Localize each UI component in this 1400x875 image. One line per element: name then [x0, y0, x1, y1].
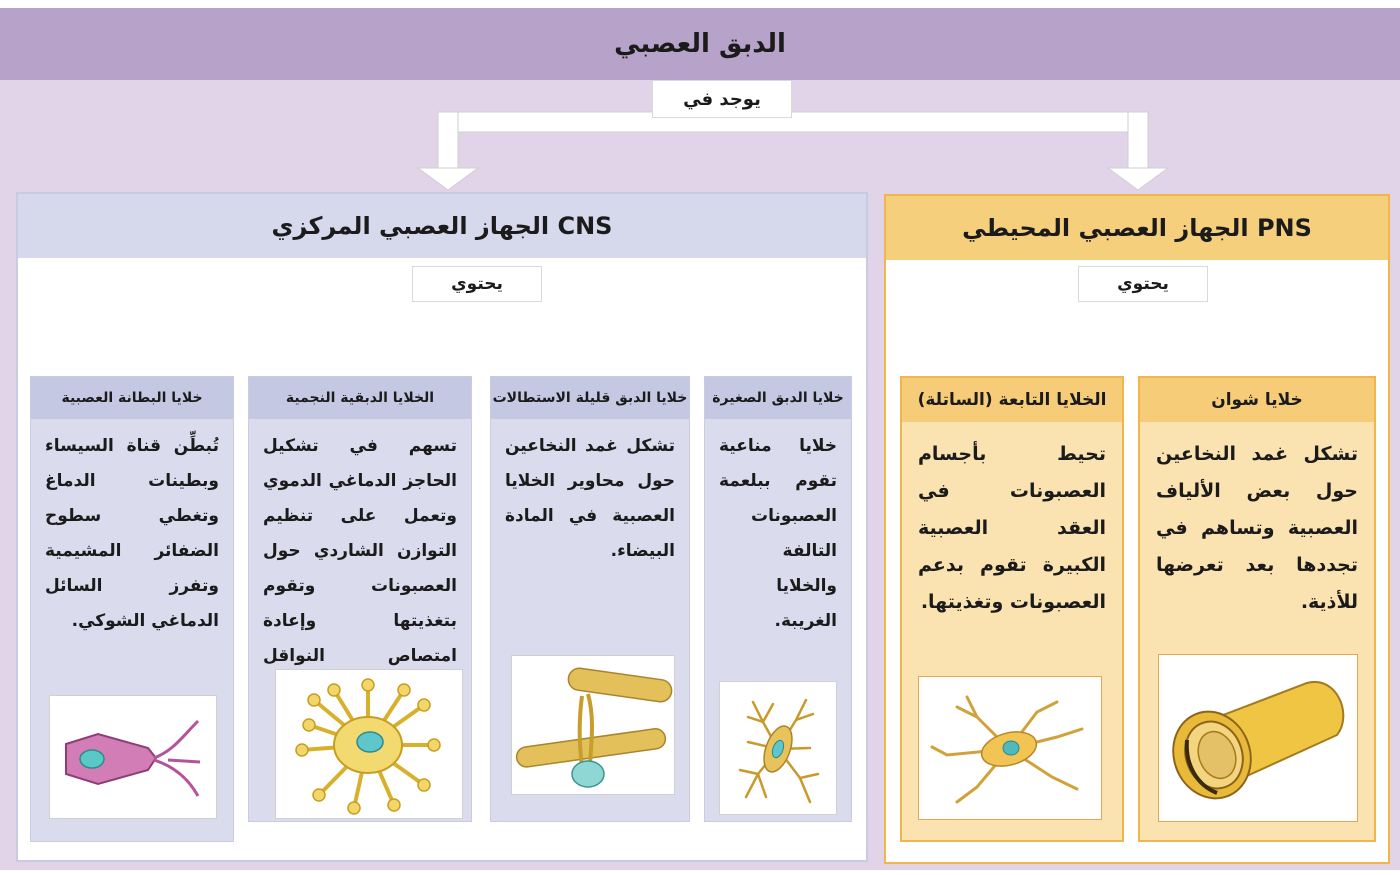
card-ependymal-text: تُبطِّن قناة السيساء وبطينات الدماغ وتغط… — [45, 436, 219, 631]
cns-contains-label: يحتوي — [412, 266, 542, 302]
diagram-title: الدبق العصبي — [614, 29, 786, 59]
pns-header-text: الجهاز العصبي المحيطي PNS — [962, 214, 1312, 242]
ependymal-cell-illustration — [49, 695, 217, 819]
oligodendrocyte-illustration — [511, 655, 675, 795]
diagram-title-bar: الدبق العصبي — [0, 8, 1400, 80]
card-oligodendrocyte-text: تشكل غمد النخاعين حول محاوير الخلايا الع… — [505, 436, 675, 561]
pns-header: الجهاز العصبي المحيطي PNS — [886, 196, 1388, 260]
card-microglia: خلايا الدبق الصغيرة خلايا مناعية تقوم بب… — [704, 376, 852, 822]
card-microglia-text: خلايا مناعية تقوم ببلعمة العصبونات التال… — [719, 436, 837, 631]
pns-contains-label: يحتوي — [1078, 266, 1208, 302]
card-oligodendrocyte-title: خلايا الدبق قليلة الاستطالات — [491, 377, 689, 419]
card-microglia-title: خلايا الدبق الصغيرة — [705, 377, 851, 419]
schwann-cell-illustration — [1158, 654, 1358, 822]
card-satellite: الخلايا التابعة (الساتلة) تحيط بأجسام ال… — [900, 376, 1124, 842]
card-schwann-title: خلايا شوان — [1140, 378, 1374, 422]
card-ependymal-title: خلايا البطانة العصبية — [31, 377, 233, 419]
pns-contains-text: يحتوي — [1117, 274, 1169, 294]
cns-header: الجهاز العصبي المركزي CNS — [18, 194, 866, 258]
cns-contains-text: يحتوي — [451, 274, 503, 294]
located-in-label: يوجد في — [652, 80, 792, 118]
located-in-text: يوجد في — [683, 88, 761, 110]
card-satellite-text: تحيط بأجسام العصبونات في العقد العصبية ا… — [918, 443, 1106, 613]
card-oligodendrocyte: خلايا الدبق قليلة الاستطالات تشكل غمد ال… — [490, 376, 690, 822]
cns-header-text: الجهاز العصبي المركزي CNS — [271, 212, 613, 240]
card-schwann: خلايا شوان تشكل غمد النخاعين حول بعض الأ… — [1138, 376, 1376, 842]
astrocyte-illustration — [275, 669, 463, 819]
card-astrocyte-text: تسهم في تشكيل الحاجز الدماغي الدموي وتعم… — [263, 436, 457, 701]
microglia-illustration — [719, 681, 837, 815]
card-astrocyte: الخلايا الدبقية النجمية تسهم في تشكيل ال… — [248, 376, 472, 822]
card-ependymal: خلايا البطانة العصبية تُبطِّن قناة السيس… — [30, 376, 234, 842]
satellite-cell-illustration — [918, 676, 1102, 820]
card-schwann-text: تشكل غمد النخاعين حول بعض الألياف العصبي… — [1156, 443, 1358, 613]
card-satellite-title: الخلايا التابعة (الساتلة) — [902, 378, 1122, 422]
card-astrocyte-title: الخلايا الدبقية النجمية — [249, 377, 471, 419]
